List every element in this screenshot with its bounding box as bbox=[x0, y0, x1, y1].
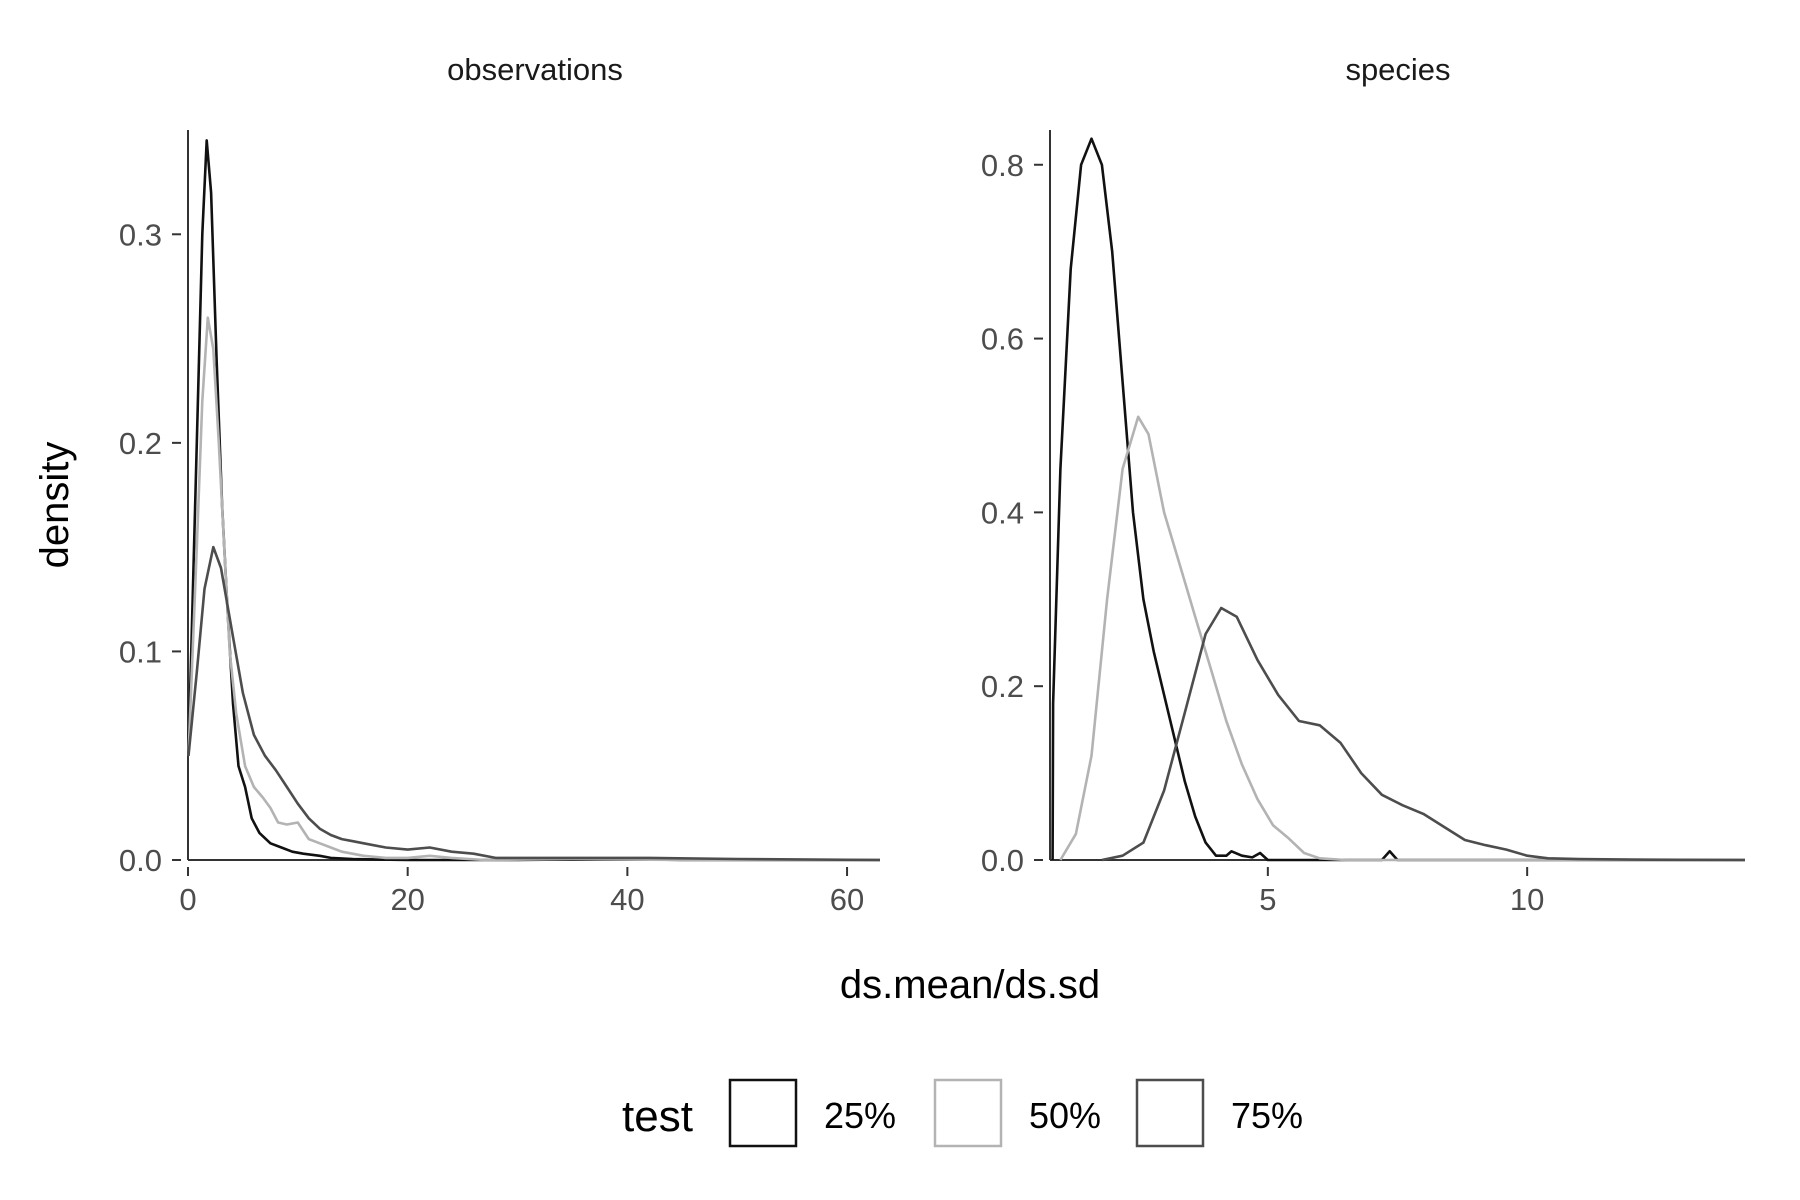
facet-species: species 0.0 0.2 0.4 0.6 0.8 5 10 bbox=[981, 52, 1746, 917]
y-tick-label: 0.3 bbox=[119, 217, 162, 252]
x-tick-label: 0 bbox=[179, 882, 196, 917]
facet-title: observations bbox=[447, 52, 623, 87]
density-line-50 bbox=[187, 316, 880, 862]
y-tick-label: 0.0 bbox=[981, 843, 1024, 878]
x-tick-label: 5 bbox=[1259, 882, 1276, 917]
panel-species: 0.0 0.2 0.4 0.6 0.8 5 10 bbox=[981, 130, 1746, 917]
density-line-75 bbox=[187, 545, 881, 862]
legend-item-25: 25% bbox=[728, 1078, 896, 1148]
legend-key-75 bbox=[1135, 1078, 1205, 1148]
x-tick-label: 60 bbox=[830, 882, 864, 917]
x-tick-label: 40 bbox=[610, 882, 644, 917]
y-tick-label: 0.6 bbox=[981, 322, 1024, 357]
y-tick-label: 0.8 bbox=[981, 148, 1024, 183]
x-axis-title: ds.mean/ds.sd bbox=[840, 963, 1100, 1007]
y-tick-label: 0.2 bbox=[981, 669, 1024, 704]
legend: test 25% 50% 75% bbox=[622, 1078, 1303, 1148]
y-tick-label: 0.2 bbox=[119, 426, 162, 461]
panel-observations: 0.0 0.1 0.2 0.3 0 20 40 60 bbox=[119, 130, 881, 917]
legend-item-75: 75% bbox=[1135, 1078, 1303, 1148]
legend-key-25 bbox=[728, 1078, 798, 1148]
y-tick-label: 0.0 bbox=[119, 843, 162, 878]
y-axis-title: density bbox=[33, 442, 77, 569]
legend-title: test bbox=[622, 1092, 693, 1141]
y-tick-label: 0.4 bbox=[981, 495, 1024, 530]
y-tick-label: 0.1 bbox=[119, 634, 162, 669]
x-tick-label: 20 bbox=[390, 882, 424, 917]
legend-item-50: 50% bbox=[933, 1078, 1101, 1148]
legend-label-75: 75% bbox=[1231, 1095, 1303, 1136]
density-line-25 bbox=[1051, 137, 1745, 862]
legend-key-50 bbox=[933, 1078, 1003, 1148]
facet-observations: observations 0.0 0.1 0.2 0.3 0 20 40 60 bbox=[119, 52, 881, 917]
density-line-75 bbox=[1101, 606, 1746, 862]
x-tick-label: 10 bbox=[1510, 882, 1544, 917]
legend-label-50: 50% bbox=[1029, 1095, 1101, 1136]
facet-title: species bbox=[1345, 52, 1450, 87]
legend-label-25: 25% bbox=[824, 1095, 896, 1136]
density-line-25 bbox=[187, 139, 880, 862]
